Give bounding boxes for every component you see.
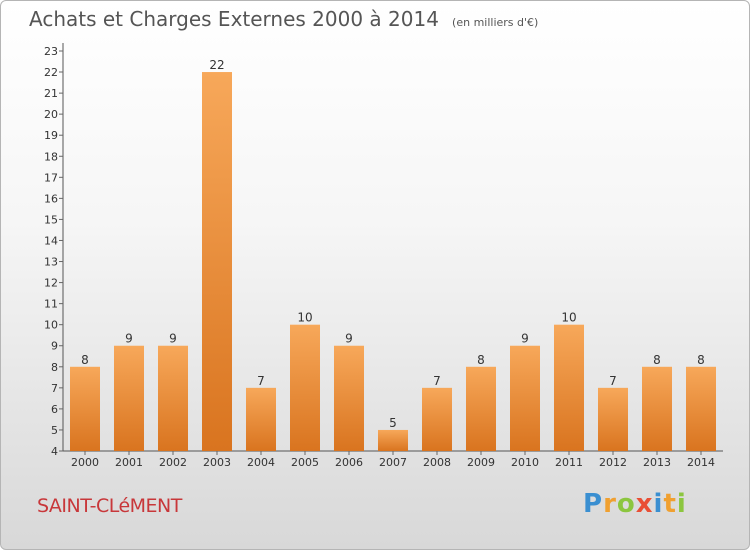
data-label-2001: 9 [125, 332, 133, 346]
brand-letter: t [663, 489, 677, 519]
bar-2010 [510, 345, 540, 451]
bar-2007 [378, 429, 408, 451]
y-tick-label: 9 [51, 340, 58, 353]
y-tick-label: 18 [44, 150, 58, 163]
data-label-2012: 7 [609, 374, 617, 388]
data-label-2008: 7 [433, 374, 441, 388]
bar-2008 [422, 387, 452, 451]
y-tick-label: 4 [51, 445, 58, 458]
y-tick-label: 16 [44, 192, 58, 205]
x-tick-label-2001: 2001 [115, 456, 143, 469]
data-label-2009: 8 [477, 353, 485, 367]
brand-logo: Proxiti [583, 489, 687, 519]
x-tick-label-2010: 2010 [511, 456, 539, 469]
y-tick-label: 6 [51, 403, 58, 416]
y-tick-label: 11 [44, 298, 58, 311]
y-tick-label: 8 [51, 361, 58, 374]
data-label-2000: 8 [81, 353, 89, 367]
title-row: Achats et Charges Externes 2000 à 2014 (… [29, 7, 538, 31]
bar-2005 [290, 324, 320, 451]
x-tick-label-2007: 2007 [379, 456, 407, 469]
y-tick-label: 23 [44, 45, 58, 58]
x-tick-label-2004: 2004 [247, 456, 275, 469]
x-tick-label-2000: 2000 [71, 456, 99, 469]
brand-letter: i [653, 489, 664, 519]
x-tick-label-2005: 2005 [291, 456, 319, 469]
y-tick-label: 10 [44, 319, 58, 332]
bar-2002 [158, 345, 188, 451]
y-tick-label: 15 [44, 213, 58, 226]
data-label-2002: 9 [169, 332, 177, 346]
y-tick-label: 17 [44, 171, 58, 184]
brand-letter: i [676, 489, 687, 519]
bar-2014 [686, 366, 716, 451]
commune-name: SAINT-CLéMENT [37, 495, 182, 517]
x-tick-label-2003: 2003 [203, 456, 231, 469]
data-label-2003: 22 [209, 58, 224, 72]
bar-2011 [554, 324, 584, 451]
data-label-2006: 9 [345, 332, 353, 346]
data-label-2010: 9 [521, 332, 529, 346]
chart-title: Achats et Charges Externes 2000 à 2014 [29, 7, 439, 31]
x-tick-label-2013: 2013 [643, 456, 671, 469]
data-label-2011: 10 [561, 311, 576, 325]
bar-2012 [598, 387, 628, 451]
brand-letter: o [616, 489, 636, 519]
bar-2000 [70, 366, 100, 451]
x-tick-label-2011: 2011 [555, 456, 583, 469]
bar-2004 [246, 387, 276, 451]
bar-2009 [466, 366, 496, 451]
data-label-2014: 8 [697, 353, 705, 367]
bar-2003 [202, 72, 232, 451]
data-label-2007: 5 [389, 416, 397, 430]
y-tick-label: 13 [44, 256, 58, 269]
y-tick-label: 19 [44, 129, 58, 142]
bar-2001 [114, 345, 144, 451]
x-tick-label-2008: 2008 [423, 456, 451, 469]
data-label-2004: 7 [257, 374, 265, 388]
bar-2013 [642, 366, 672, 451]
brand-letter: P [583, 489, 604, 519]
y-tick-label: 12 [44, 277, 58, 290]
y-tick-label: 7 [51, 382, 58, 395]
chart-unit: (en milliers d'€) [452, 16, 539, 29]
x-tick-label-2006: 2006 [335, 456, 363, 469]
y-tick-label: 20 [44, 108, 58, 121]
bars: 8 9 9 22 7 10 9 5 7 8 9 10 7 8 8 [70, 58, 716, 451]
y-axis: 4 5 6 7 8 9 10 11 12 13 14 15 16 17 18 19 20 21 22 23 [44, 43, 64, 458]
x-tick-label-2014: 2014 [687, 456, 715, 469]
x-tick-label-2012: 2012 [599, 456, 627, 469]
x-axis: 2000 2001 2002 2003 2004 2005 2006 2007 2008 2009… [63, 450, 723, 469]
brand-letter: r [603, 489, 617, 519]
data-label-2013: 8 [653, 353, 661, 367]
y-tick-label: 22 [44, 66, 58, 79]
x-tick-label-2009: 2009 [467, 456, 495, 469]
data-label-2005: 10 [297, 311, 312, 325]
x-tick-label-2002: 2002 [159, 456, 187, 469]
bar-2006 [334, 345, 364, 451]
y-tick-label: 5 [51, 424, 58, 437]
y-tick-label: 21 [44, 87, 58, 100]
brand-letter: x [635, 489, 654, 519]
y-tick-label: 14 [44, 234, 58, 247]
